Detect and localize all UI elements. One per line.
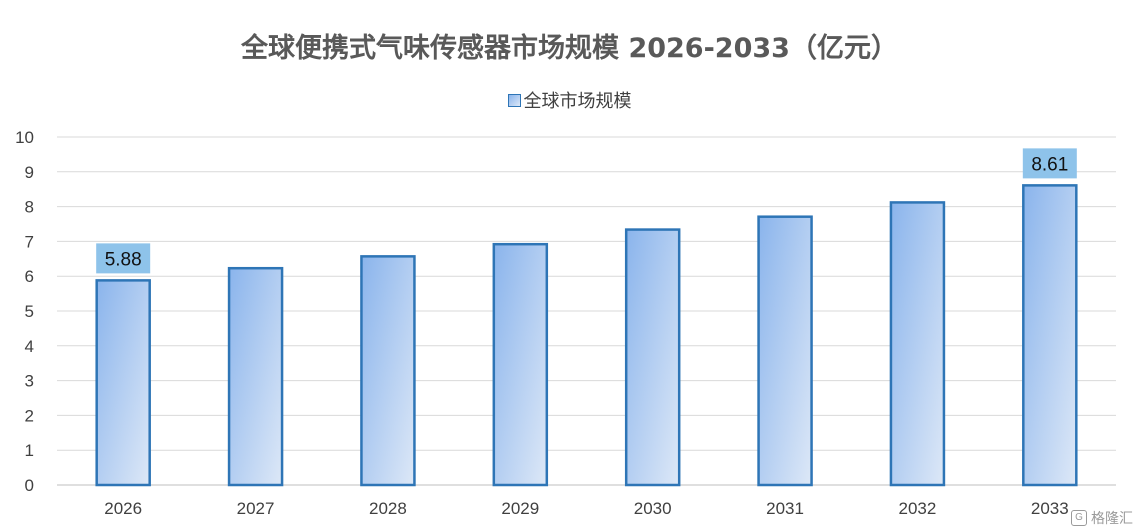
chart-title: 全球便携式气味传感器市场规模 2026-2033（亿元）: [241, 33, 898, 64]
x-tick-label: 2026: [104, 499, 142, 518]
x-tick-label: 2033: [1031, 499, 1069, 518]
y-tick-label: 9: [25, 163, 34, 182]
bar: [1022, 184, 1078, 487]
y-tick-label: 10: [15, 128, 34, 147]
data-label-text: 8.61: [1031, 154, 1068, 175]
y-tick-label: 5: [25, 302, 34, 321]
bars: [95, 184, 1078, 487]
bar: [227, 266, 284, 487]
x-tick-label: 2028: [369, 499, 407, 518]
bar: [360, 255, 416, 487]
y-tick-label: 6: [25, 267, 34, 286]
bar: [889, 201, 946, 487]
y-tick-label: 2: [25, 406, 34, 425]
x-tick-label: 2027: [237, 499, 275, 518]
x-tick-label: 2029: [501, 499, 539, 518]
data-label: 5.88: [96, 243, 151, 274]
data-label-text: 5.88: [105, 249, 142, 270]
data-labels: 5.88 8.61: [96, 148, 1077, 274]
bar: [492, 242, 549, 487]
legend-swatch: [507, 93, 521, 107]
bar: [757, 215, 813, 487]
x-tick-label: 2032: [899, 499, 937, 518]
bar: [624, 228, 681, 487]
watermark-logo-icon: G: [1071, 510, 1087, 526]
y-tick-label: 4: [25, 337, 34, 356]
y-axis-ticks: 0 1 2 3 4 5 6 7 8 9 10: [15, 128, 34, 495]
watermark-text: 格隆汇: [1091, 510, 1133, 526]
y-tick-label: 0: [25, 476, 34, 495]
data-label-background: [96, 243, 151, 274]
x-tick-label: 2031: [766, 499, 804, 518]
y-tick-label: 8: [25, 198, 34, 217]
grid-lines: [57, 136, 1116, 486]
legend: 全球市场规模: [0, 87, 1139, 113]
x-axis-ticks: 2026 2027 2028 2029 2030 2031 2032 2033: [104, 499, 1068, 518]
data-label: 8.61: [1022, 148, 1077, 179]
watermark: G 格隆汇: [1071, 508, 1133, 528]
data-label-background: [1022, 148, 1077, 179]
legend-label: 全球市场规模: [523, 91, 632, 112]
y-tick-label: 3: [25, 372, 34, 391]
y-tick-label: 1: [25, 441, 34, 460]
x-tick-label: 2030: [634, 499, 672, 518]
bar: [95, 279, 151, 487]
y-tick-label: 7: [25, 232, 34, 251]
